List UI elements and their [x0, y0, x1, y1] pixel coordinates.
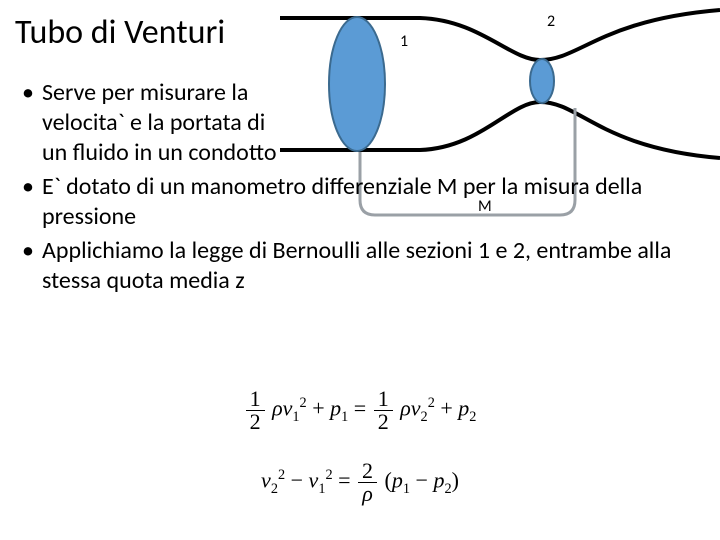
bullet-3-text: Applichiamo la legge di Bernoulli alle s…	[42, 236, 671, 295]
bullet-1-text: Serve per misurare la velocita` e la por…	[42, 78, 276, 167]
bullet-3: Applichiamo la legge di Bernoulli alle s…	[18, 236, 698, 296]
equation-1: 12 ρv12 + p1 = 12 ρv22 + p2	[0, 388, 720, 433]
bullet-2-text: E` dotato di un manometro differenziale …	[42, 172, 642, 231]
bullet-list: Serve per misurare la velocita` e la por…	[18, 78, 698, 300]
label-1: 1	[400, 32, 408, 51]
bullet-2: E` dotato di un manometro differenziale …	[18, 172, 698, 232]
label-2: 2	[547, 12, 555, 31]
page-title: Tubo di Venturi	[15, 12, 225, 53]
equation-2: v22 − v12 = 2ρ (p1 − p2)	[0, 460, 720, 505]
bullet-1: Serve per misurare la velocita` e la por…	[18, 78, 278, 168]
